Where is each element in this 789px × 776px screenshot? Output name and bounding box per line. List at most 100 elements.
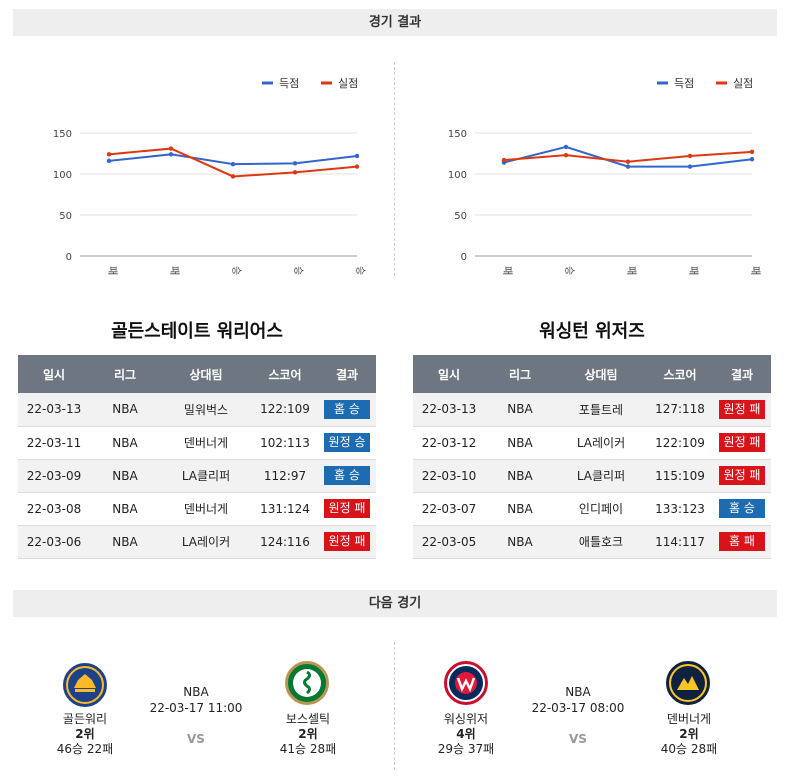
data-point-conceded xyxy=(230,174,236,179)
table-row: 22-03-06 NBA LA레이커 124:116 원정 패 xyxy=(18,525,376,559)
result-badge: 원정 패 xyxy=(719,433,765,452)
score-cell: 124:116 xyxy=(252,525,318,559)
x-tick-label: 승 xyxy=(563,266,575,275)
next-game-1-league: NBA xyxy=(183,685,209,699)
result-cell: 홈 승 xyxy=(318,459,376,493)
data-point-conceded xyxy=(292,170,298,175)
opponent-cell: 애틀호크 xyxy=(555,525,647,559)
data-point-score xyxy=(749,157,755,162)
next-game-1-home-name: 골든워리 xyxy=(62,712,108,726)
result-badge: 원정 패 xyxy=(324,532,370,551)
league-cell: NBA xyxy=(485,525,555,559)
league-cell: NBA xyxy=(485,393,555,427)
next-game-1-away: 보스셀틱 2위 41승 28패 xyxy=(263,712,353,757)
next-game-2-away-rank: 2위 xyxy=(679,727,699,741)
table-header-league: 리그 xyxy=(485,355,555,393)
next-game-2-info: NBA 22-03-17 08:00 xyxy=(523,684,633,716)
score-cell: 114:117 xyxy=(647,525,713,559)
data-point-conceded xyxy=(501,157,507,163)
opponent-cell: 포틀트레 xyxy=(555,393,647,427)
result-cell: 원정 패 xyxy=(318,525,376,559)
data-point-score xyxy=(563,144,569,150)
opponent-cell: 밀워벅스 xyxy=(160,393,252,427)
opponent-cell: LA클리퍼 xyxy=(555,459,647,493)
table-row: 22-03-11 NBA 덴버너게 102:113 원정 승 xyxy=(18,426,376,460)
result-badge: 홈 승 xyxy=(719,499,765,518)
league-cell: NBA xyxy=(90,492,160,526)
results-table-warriors: 일시 리그 상대팀 스코어 결과 22-03-13 NBA 밀워벅스 122:109 홈 승 22-… xyxy=(18,355,376,559)
result-badge: 홈 승 xyxy=(324,399,370,419)
data-point-score xyxy=(106,158,112,164)
table-header-league: 리그 xyxy=(90,355,160,393)
x-tick-label: 패 xyxy=(749,266,761,275)
opponent-cell: LA레이커 xyxy=(555,426,647,460)
score-cell: 112:97 xyxy=(252,459,318,493)
next-game-2-home-name: 워싱위저 xyxy=(443,712,489,726)
data-point-score xyxy=(292,161,298,166)
score-cell: 122:109 xyxy=(647,426,713,460)
y-tick-label: 0 xyxy=(66,252,72,263)
legend-label-conceded: 실점 xyxy=(733,77,753,90)
league-cell: NBA xyxy=(90,426,160,460)
result-badge: 원정 패 xyxy=(719,399,765,419)
data-point-score xyxy=(687,164,693,169)
x-tick-label: 패 xyxy=(625,266,637,275)
opponent-cell: LA클리퍼 xyxy=(160,459,252,493)
table-row: 22-03-12 NBA LA레이커 122:109 원정 패 xyxy=(413,426,771,460)
table-row: 22-03-05 NBA 애틀호크 114:117 홈 패 xyxy=(413,525,771,559)
chart-warriors: 0 50 100 150 패 패 승 승 승 득점 실점 xyxy=(0,50,394,290)
x-tick-label: 승 xyxy=(230,266,242,275)
date-cell: 22-03-12 xyxy=(413,426,485,460)
table-row: 22-03-08 NBA 덴버너게 131:124 원정 패 xyxy=(18,492,376,526)
warriors-logo-icon xyxy=(63,663,107,707)
x-tick-label: 패 xyxy=(106,266,118,275)
next-game-section-header: 다음 경기 xyxy=(13,590,777,617)
date-cell: 22-03-07 xyxy=(413,492,485,526)
x-tick-label: 승 xyxy=(354,266,366,275)
x-tick-label: 승 xyxy=(292,266,304,275)
score-cell: 102:113 xyxy=(252,426,318,460)
data-point-conceded xyxy=(625,159,631,164)
result-cell: 홈 승 xyxy=(713,492,771,526)
score-cell: 122:109 xyxy=(252,393,318,427)
x-tick-label: 패 xyxy=(687,266,699,275)
data-point-score xyxy=(168,152,174,157)
score-cell: 133:123 xyxy=(647,492,713,526)
table-row: 22-03-10 NBA LA클리퍼 115:109 원정 패 xyxy=(413,459,771,493)
table-header-date: 일시 xyxy=(18,355,90,393)
table-row: 22-03-09 NBA LA클리퍼 112:97 홈 승 xyxy=(18,459,376,493)
table-header-opponent: 상대팀 xyxy=(160,355,252,393)
data-point-conceded xyxy=(354,164,360,169)
data-point-conceded xyxy=(563,152,569,158)
y-tick-label: 0 xyxy=(461,252,467,263)
next-game-2-away-name: 덴버너게 xyxy=(666,712,712,726)
wizards-logo-icon xyxy=(444,661,488,705)
result-cell: 홈 패 xyxy=(713,525,771,559)
legend-label-score: 득점 xyxy=(674,77,694,90)
opponent-cell: 덴버너게 xyxy=(160,492,252,526)
chart-wizards: 0 50 100 150 패 승 패 패 패 득점 실점 xyxy=(395,50,789,290)
chart-divider xyxy=(394,62,395,276)
table-header-opponent: 상대팀 xyxy=(555,355,647,393)
legend-label-conceded: 실점 xyxy=(338,77,358,90)
league-cell: NBA xyxy=(485,426,555,460)
data-point-conceded xyxy=(168,146,174,151)
league-cell: NBA xyxy=(90,459,160,493)
result-cell: 원정 패 xyxy=(713,426,771,460)
result-badge: 홈 패 xyxy=(719,532,765,551)
league-cell: NBA xyxy=(90,393,160,427)
next-game-divider xyxy=(394,642,395,770)
date-cell: 22-03-06 xyxy=(18,525,90,559)
table-header-row: 일시 리그 상대팀 스코어 결과 xyxy=(18,355,376,393)
next-game-2-league: NBA xyxy=(565,685,591,699)
y-tick-label: 150 xyxy=(53,129,72,140)
date-cell: 22-03-13 xyxy=(413,393,485,427)
date-cell: 22-03-09 xyxy=(18,459,90,493)
data-point-conceded xyxy=(687,153,693,159)
data-point-score xyxy=(625,164,631,169)
date-cell: 22-03-10 xyxy=(413,459,485,493)
opponent-cell: 덴버너게 xyxy=(160,426,252,460)
data-point-conceded xyxy=(106,152,112,157)
table-header-result: 결과 xyxy=(713,355,771,393)
next-game-1-away-name: 보스셀틱 xyxy=(285,712,331,726)
